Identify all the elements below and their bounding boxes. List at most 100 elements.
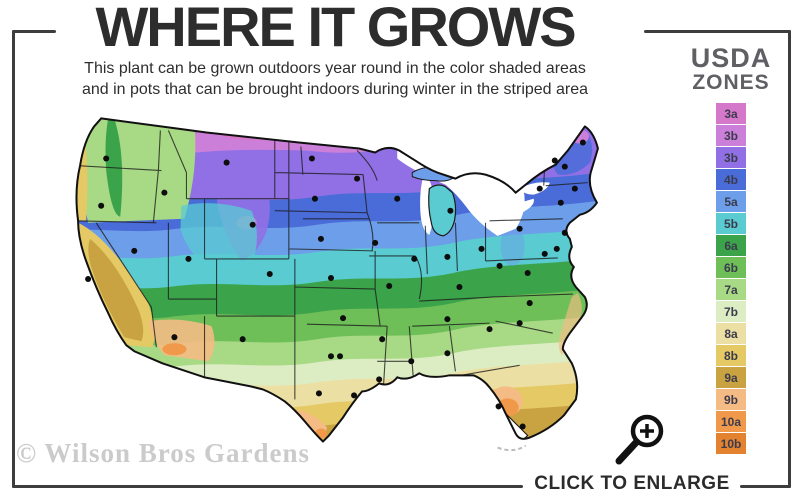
city-dot bbox=[411, 255, 418, 262]
patch-utah-cyan bbox=[180, 203, 257, 269]
zone-chip-label: 8a bbox=[724, 326, 738, 341]
zone-chip-3a: 3a bbox=[716, 103, 746, 124]
zone-chip-4b: 4b bbox=[716, 169, 746, 190]
city-dot bbox=[561, 163, 568, 170]
zone-chip-5b: 5b bbox=[716, 213, 746, 234]
zone-chip-label: 9a bbox=[724, 370, 738, 385]
city-dot bbox=[579, 139, 586, 146]
zone-chip-9b: 9b bbox=[716, 389, 746, 410]
city-dot bbox=[171, 334, 178, 341]
city-dot bbox=[394, 195, 401, 202]
michigan-mitten bbox=[428, 184, 457, 237]
usda-zone-map bbox=[75, 117, 599, 452]
city-dot bbox=[524, 269, 531, 276]
frame-right bbox=[788, 30, 791, 488]
click-to-enlarge-button[interactable]: CLICK TO ENLARGE bbox=[534, 473, 730, 494]
zone-chip-label: 10a bbox=[720, 414, 742, 429]
page-title: WHERE IT GROWS bbox=[95, 0, 576, 58]
city-dot bbox=[340, 315, 347, 322]
city-dot bbox=[239, 336, 246, 343]
zone-chip-label: 6a bbox=[724, 238, 738, 253]
subtitle-line-1: This plant can be grown outdoors year ro… bbox=[84, 60, 586, 77]
city-dot bbox=[478, 245, 485, 252]
zone-chip-10b: 10b bbox=[716, 433, 746, 454]
city-dot bbox=[444, 316, 451, 323]
zone-chip-9a: 9a bbox=[716, 367, 746, 388]
city-dot bbox=[337, 353, 344, 360]
city-dot bbox=[315, 390, 322, 397]
city-dot bbox=[317, 235, 324, 242]
city-dot bbox=[351, 392, 358, 399]
legend-heading-usda: USDA bbox=[690, 43, 772, 73]
zone-chip-label: 10b bbox=[720, 436, 742, 451]
zone-chip-label: 4b bbox=[723, 172, 738, 187]
city-dot bbox=[249, 221, 256, 228]
florida-keys bbox=[497, 444, 527, 452]
city-dot bbox=[444, 253, 451, 260]
city-dot bbox=[561, 229, 568, 236]
city-dot bbox=[308, 155, 315, 162]
zone-legend: 3a 3b 3b 4b 5a 5b 6a 6b 7a 7b 8a 8b 9a 9b 10a 10b bbox=[716, 103, 746, 455]
city-dot bbox=[456, 283, 463, 291]
frame-bottom-left bbox=[12, 485, 523, 488]
zone-chip-label: 3a bbox=[724, 106, 738, 121]
city-dot bbox=[408, 358, 415, 365]
city-dot bbox=[85, 275, 92, 282]
city-dot bbox=[131, 247, 138, 254]
zone-chip-10a: 10a bbox=[716, 411, 746, 432]
zone-chip-label: 7b bbox=[723, 304, 738, 319]
city-dot bbox=[161, 189, 168, 196]
city-dot bbox=[571, 185, 578, 192]
patch-appalachian-cool bbox=[500, 225, 525, 266]
zone-chip-7a: 7a bbox=[716, 279, 746, 300]
city-dot bbox=[311, 195, 318, 202]
city-dot bbox=[541, 250, 548, 257]
city-dots bbox=[85, 139, 586, 430]
city-dot bbox=[516, 320, 523, 327]
city-dot bbox=[327, 353, 334, 360]
zone-chip-8b: 8b bbox=[716, 345, 746, 366]
city-dot bbox=[327, 274, 334, 281]
patch-se-coast-peach bbox=[558, 293, 582, 356]
frame-top-right bbox=[644, 30, 791, 33]
lake-erie bbox=[502, 198, 534, 215]
zone-chip-label: 6b bbox=[723, 260, 738, 275]
city-dot bbox=[444, 350, 451, 357]
zone-chip-7b: 7b bbox=[716, 301, 746, 322]
michigan-upper-peninsula bbox=[411, 166, 457, 182]
city-dot bbox=[185, 255, 192, 262]
patch-ca-mustard bbox=[88, 238, 144, 342]
city-dot bbox=[98, 202, 105, 209]
city-dot bbox=[266, 270, 273, 277]
city-dot bbox=[495, 403, 502, 410]
patch-ca-orange bbox=[100, 338, 117, 349]
city-dot bbox=[551, 157, 558, 164]
zone-chip-6b: 6b bbox=[716, 257, 746, 278]
zone-chip-label: 9b bbox=[723, 392, 738, 407]
city-dot bbox=[526, 300, 533, 307]
city-dot bbox=[447, 207, 454, 214]
city-dot bbox=[223, 159, 230, 166]
legend-heading-zones: ZONES bbox=[692, 71, 770, 94]
magnifier-plus-icon[interactable] bbox=[605, 408, 675, 470]
zone-chip-label: 5a bbox=[724, 194, 738, 209]
city-dot bbox=[376, 376, 383, 383]
city-dot bbox=[354, 175, 361, 182]
patch-az-orange bbox=[162, 343, 187, 356]
zone-chip-label: 3b bbox=[723, 128, 738, 143]
frame-bottom-right bbox=[740, 485, 791, 488]
subtitle-line-2: and in pots that can be brought indoors … bbox=[81, 81, 589, 98]
city-dot bbox=[519, 423, 526, 430]
city-dot bbox=[379, 336, 386, 343]
frame-left bbox=[12, 30, 15, 488]
legend-heading: USDA ZONES bbox=[666, 44, 796, 94]
city-dot bbox=[103, 155, 110, 162]
city-dot bbox=[372, 239, 379, 246]
city-dot bbox=[553, 245, 560, 252]
zone-chip-8a: 8a bbox=[716, 323, 746, 344]
lake-ontario bbox=[519, 182, 550, 195]
city-dot bbox=[486, 326, 493, 333]
zone-chip-6a: 6a bbox=[716, 235, 746, 256]
zone-chip-3b: 3b bbox=[716, 125, 746, 146]
